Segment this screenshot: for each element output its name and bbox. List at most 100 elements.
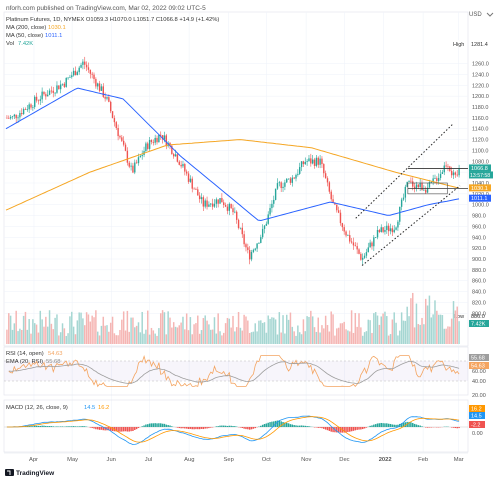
channel-lower-line[interactable] <box>361 185 461 266</box>
volume-bar <box>450 318 453 344</box>
macd-hist-bar <box>35 425 38 427</box>
time-axis-label: Oct <box>262 457 271 463</box>
volume-bar <box>48 310 51 344</box>
macd-hist-bar <box>121 427 123 432</box>
rsi-band <box>4 361 468 381</box>
candle-body <box>61 83 64 85</box>
volume-bar <box>237 312 240 344</box>
macd-hist-bar <box>128 427 130 432</box>
candle-body <box>117 128 119 137</box>
candle-body <box>428 182 431 188</box>
candle-body <box>211 203 214 207</box>
volume-bar <box>19 328 21 344</box>
macd-hist-bar <box>102 427 105 431</box>
candle-body <box>323 164 325 174</box>
rsi-tag: 54.63 <box>469 362 489 370</box>
volume-bar <box>128 331 130 344</box>
volume-bar <box>354 313 357 344</box>
macd-hist-bar <box>221 425 223 427</box>
candle-body <box>441 172 444 174</box>
macd-hist-bar <box>137 427 140 429</box>
candle-body <box>274 188 277 200</box>
volume-bar <box>89 321 92 344</box>
volume-bar <box>85 312 88 344</box>
volume-bar <box>58 335 60 344</box>
macd-hist-bar <box>239 427 242 428</box>
price-axis-label: 880.0 <box>472 268 486 274</box>
candle-body <box>63 83 66 87</box>
volume-bar <box>32 319 34 344</box>
macd-hist-bar <box>395 424 397 427</box>
candle-body <box>13 114 16 117</box>
range-box[interactable] <box>407 182 448 195</box>
macd-hist-bar <box>345 427 347 433</box>
price-axis[interactable]: High 1281.4 Low 886.0 1260.0 1240.0 1220.0… <box>450 40 489 320</box>
candle-body <box>276 183 279 189</box>
macd-hist-bar <box>280 421 282 427</box>
candle-body <box>254 248 256 250</box>
macd-hist-bar <box>428 427 431 428</box>
volume-bar <box>297 325 299 344</box>
macd-hist-bar <box>343 427 345 433</box>
candle-body <box>200 197 203 200</box>
volume-bar <box>143 333 145 344</box>
price-axis-label: 1040.0 <box>472 181 489 187</box>
volume-bar <box>54 317 56 344</box>
volume-bar <box>76 320 79 344</box>
macd-hist-bar <box>287 423 290 427</box>
currency-dropdown-icon[interactable] <box>486 12 494 17</box>
candle-body <box>185 171 188 174</box>
price-axis-label: 840.0 <box>472 290 486 296</box>
time-axis[interactable]: Apr May Jun Jul Aug Sep Oct Nov Dec 2022 Feb Mar <box>29 457 464 463</box>
volume-bar <box>109 322 112 344</box>
volume-bar <box>174 326 177 344</box>
volume-bar <box>22 315 25 344</box>
volume-bar <box>306 316 308 344</box>
candle-body <box>423 189 425 191</box>
macd-hist-bar <box>347 427 349 432</box>
channel-upper-line[interactable] <box>355 122 454 219</box>
candle-body <box>223 202 225 205</box>
volume-bar <box>454 310 457 344</box>
macd-hist-bar <box>134 427 136 430</box>
volume-bar <box>232 315 234 344</box>
macd-hist-bar <box>324 427 327 430</box>
macd-hist-bar <box>222 425 225 427</box>
volume-bar <box>167 311 169 344</box>
volume-bar <box>310 310 312 344</box>
candle-body <box>350 241 353 243</box>
macd-hist-bar <box>126 427 129 432</box>
macd-hist-bar <box>456 427 458 429</box>
candle-body <box>413 186 416 189</box>
price-axis-label: 1000.0 <box>472 203 489 209</box>
macd-hist-bar <box>369 425 371 427</box>
volume-bar <box>221 335 223 344</box>
macd-hist-bar <box>265 423 268 427</box>
ma200-tag: 1030.1 <box>469 184 491 192</box>
volume-bar <box>412 292 414 344</box>
candle-body <box>34 96 36 108</box>
volume-bar <box>193 324 195 344</box>
macd-hist-bar <box>243 427 245 429</box>
svg-text:-2.2: -2.2 <box>471 423 480 429</box>
macd-hist-bar <box>228 425 231 427</box>
macd-hist-bar <box>319 427 321 428</box>
volume-bar <box>211 329 214 344</box>
candle-body <box>378 229 381 233</box>
volume-bar <box>395 322 397 344</box>
macd-hist-bar <box>454 427 457 429</box>
candle-body <box>15 114 17 119</box>
macd-hist-bar <box>39 425 42 427</box>
candle-body <box>417 184 420 188</box>
candle-body <box>135 162 138 164</box>
volume-bar <box>360 327 362 344</box>
candle-body <box>247 247 249 250</box>
candle-body <box>284 182 286 187</box>
volume-bar <box>37 332 40 344</box>
macd-hist-bar <box>217 426 219 427</box>
candle-body <box>421 183 423 191</box>
volume-bar <box>102 316 105 344</box>
candle-body <box>39 99 41 101</box>
candle-body <box>334 202 336 205</box>
